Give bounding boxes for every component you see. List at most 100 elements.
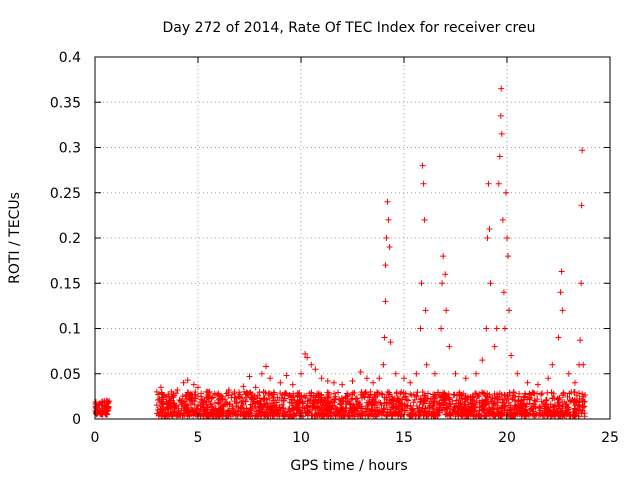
data-point-marker xyxy=(95,401,102,408)
baseline-point-marker xyxy=(328,398,335,405)
data-point xyxy=(545,375,552,382)
data-point-marker xyxy=(439,280,446,287)
data-point xyxy=(498,130,505,137)
baseline-point xyxy=(242,391,249,398)
baseline-point-marker xyxy=(182,404,189,411)
baseline-point xyxy=(224,400,231,407)
baseline-point xyxy=(342,405,349,412)
baseline-point-marker xyxy=(212,405,219,412)
baseline-point-marker xyxy=(413,402,420,409)
baseline-point-marker xyxy=(268,403,275,410)
baseline-point-marker xyxy=(445,390,452,397)
baseline-point xyxy=(492,412,499,419)
baseline-point xyxy=(556,394,563,401)
baseline-point-marker xyxy=(368,406,375,413)
baseline-point-marker xyxy=(490,405,497,412)
baseline-point xyxy=(494,402,501,409)
baseline-point xyxy=(323,399,330,406)
chart-title: Day 272 of 2014, Rate Of TEC Index for r… xyxy=(162,20,535,36)
baseline-point xyxy=(104,398,111,405)
baseline-point xyxy=(359,392,366,399)
baseline-point-marker xyxy=(483,396,490,403)
data-point xyxy=(549,361,556,368)
x-tick-label: 5 xyxy=(194,430,203,446)
data-point xyxy=(578,280,585,287)
data-point xyxy=(443,307,450,314)
baseline-point-marker xyxy=(417,398,424,405)
baseline-point xyxy=(337,400,344,407)
baseline-point xyxy=(380,406,387,413)
baseline-point-marker xyxy=(183,395,190,402)
baseline-point-marker xyxy=(280,413,287,420)
baseline-point xyxy=(575,413,582,420)
data-point xyxy=(491,343,498,350)
data-point xyxy=(438,325,445,332)
baseline-point-marker xyxy=(274,394,281,401)
data-point-marker xyxy=(498,85,505,92)
baseline-point-marker xyxy=(548,413,555,420)
baseline-point xyxy=(527,395,534,402)
data-point xyxy=(357,368,364,375)
baseline-point-marker xyxy=(211,399,218,406)
baseline-point xyxy=(200,412,207,419)
baseline-point xyxy=(168,397,175,404)
baseline-point xyxy=(222,396,229,403)
baseline-point xyxy=(544,409,551,416)
baseline-point xyxy=(314,409,321,416)
baseline-point xyxy=(179,412,186,419)
baseline-point xyxy=(383,412,390,419)
baseline-point xyxy=(304,398,311,405)
baseline-point xyxy=(345,413,352,420)
baseline-point-marker xyxy=(433,406,440,413)
data-point-marker xyxy=(93,405,100,412)
baseline-point xyxy=(346,400,353,407)
data-point-marker xyxy=(442,271,449,278)
baseline-point xyxy=(526,412,533,419)
data-point-marker xyxy=(443,307,450,314)
baseline-point xyxy=(227,411,234,418)
baseline-point xyxy=(307,402,314,409)
baseline-point-marker xyxy=(564,394,571,401)
baseline-point xyxy=(233,400,240,407)
baseline-point-marker xyxy=(458,402,465,409)
data-point-marker xyxy=(557,289,564,296)
baseline-point-marker xyxy=(297,409,304,416)
baseline-point-marker xyxy=(96,407,103,414)
baseline-point xyxy=(564,408,571,415)
data-point-marker xyxy=(190,381,197,388)
data-point xyxy=(417,325,424,332)
baseline-point xyxy=(543,403,550,410)
baseline-point-marker xyxy=(431,400,438,407)
baseline-point-marker xyxy=(264,411,271,418)
data-point-marker xyxy=(419,162,426,169)
baseline-point-marker xyxy=(560,411,567,418)
data-point-marker xyxy=(383,235,390,241)
data-point xyxy=(246,373,253,380)
baseline-point-marker xyxy=(263,406,270,413)
baseline-point-marker xyxy=(582,392,589,399)
baseline-point xyxy=(398,389,405,396)
baseline-point xyxy=(396,399,403,406)
baseline-point xyxy=(344,390,351,397)
baseline-point xyxy=(252,403,259,410)
baseline-point-marker xyxy=(257,404,264,411)
baseline-point-marker xyxy=(476,411,483,418)
baseline-point xyxy=(388,412,395,419)
baseline-point-marker xyxy=(427,396,434,403)
baseline-point-marker xyxy=(186,411,193,418)
baseline-point xyxy=(454,410,461,417)
baseline-point xyxy=(197,413,204,420)
baseline-point-marker xyxy=(248,406,255,413)
data-point xyxy=(473,370,480,377)
data-point xyxy=(240,383,247,390)
baseline-point xyxy=(499,396,506,403)
baseline-point-marker xyxy=(550,410,557,417)
data-point-marker xyxy=(195,384,201,391)
data-point-marker xyxy=(166,393,173,400)
baseline-point-marker xyxy=(261,395,268,402)
data-point-marker xyxy=(104,406,111,413)
baseline-point-marker xyxy=(173,402,180,409)
baseline-point-marker xyxy=(169,413,176,420)
data-point-marker xyxy=(524,379,531,386)
baseline-point-marker xyxy=(521,390,528,397)
